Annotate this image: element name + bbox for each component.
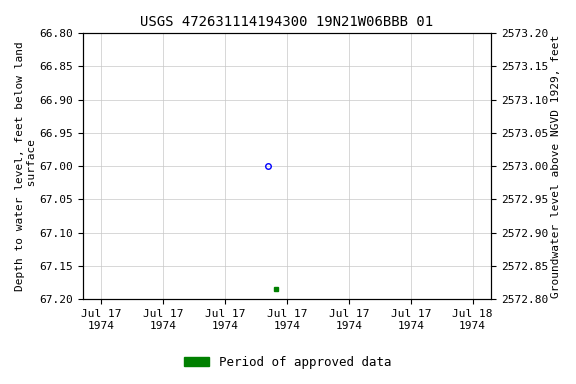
Y-axis label: Groundwater level above NGVD 1929, feet: Groundwater level above NGVD 1929, feet <box>551 35 561 298</box>
Legend: Period of approved data: Period of approved data <box>179 351 397 374</box>
Y-axis label: Depth to water level, feet below land
 surface: Depth to water level, feet below land su… <box>15 41 37 291</box>
Title: USGS 472631114194300 19N21W06BBB 01: USGS 472631114194300 19N21W06BBB 01 <box>141 15 434 29</box>
